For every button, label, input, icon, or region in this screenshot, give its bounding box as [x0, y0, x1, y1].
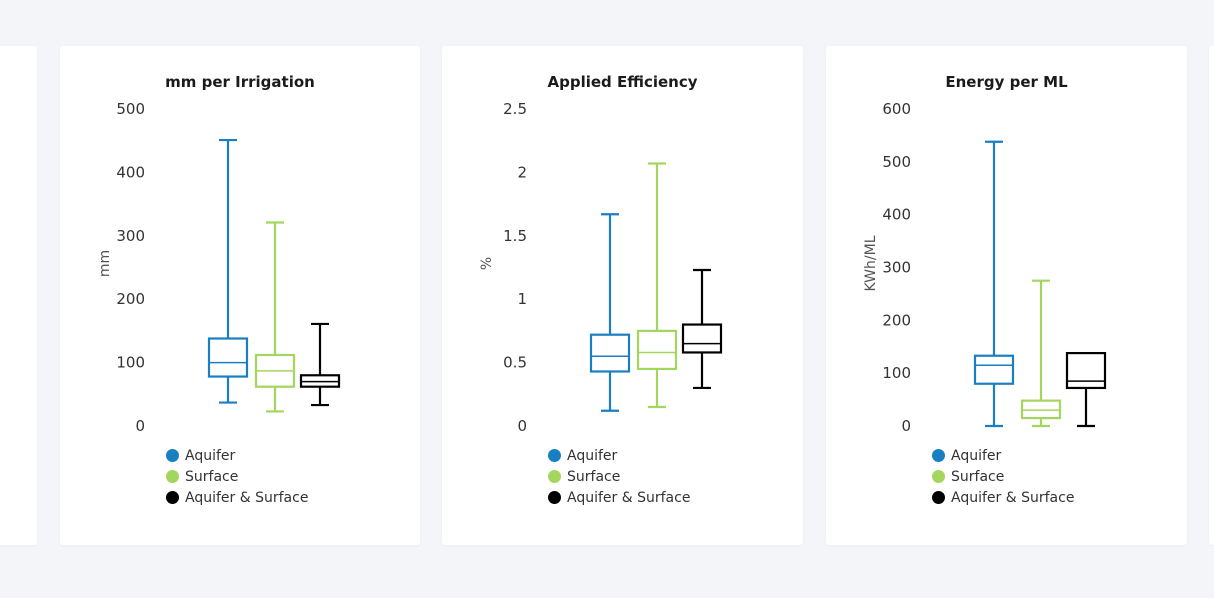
chart-legend: Aquifer Surface Aquifer & Surface: [166, 445, 308, 508]
y-tick-label: 0: [517, 417, 527, 435]
legend-item[interactable]: Surface: [548, 466, 690, 487]
legend-label: Aquifer & Surface: [567, 489, 691, 506]
legend-swatch: [166, 491, 179, 504]
box-plot-surface: [254, 221, 296, 413]
box-plot-aquifer-surface: [299, 322, 341, 407]
interquartile-box: [973, 354, 1015, 385]
box-plot-aquifer-surface: [681, 268, 723, 390]
y-tick-label: 600: [882, 100, 911, 118]
y-tick-label: 0.5: [503, 354, 527, 372]
legend-item[interactable]: Aquifer & Surface: [932, 487, 1074, 508]
y-tick-label: 300: [116, 227, 145, 245]
y-tick-label: 200: [882, 311, 911, 329]
y-tick-label: 200: [116, 290, 145, 308]
legend-swatch: [548, 491, 561, 504]
legend-item[interactable]: Aquifer & Surface: [548, 487, 690, 508]
y-tick-label: 300: [882, 259, 911, 277]
legend-swatch: [932, 470, 945, 483]
chart-applied-efficiency: Applied Efficiency 0 0.5 1 1.5 2 2.5%: [479, 73, 723, 435]
y-tick-label: 400: [882, 206, 911, 224]
box-plot-surface: [1020, 279, 1062, 428]
chart-title: Applied Efficiency: [547, 73, 697, 91]
interquartile-box: [589, 333, 631, 373]
box-plot-aquifer: [207, 138, 249, 404]
interquartile-box: [636, 329, 678, 371]
y-axis-label: KWh/ML: [863, 235, 879, 291]
legend-item[interactable]: Aquifer & Surface: [166, 487, 308, 508]
legend-swatch: [166, 470, 179, 483]
chart-legend: Aquifer Surface Aquifer & Surface: [548, 445, 690, 508]
legend-label: Surface: [567, 468, 621, 485]
y-axis-label: %: [479, 257, 495, 270]
y-tick-label: 1.5: [503, 227, 527, 245]
box-plot-aquifer-surface: [1065, 351, 1107, 428]
legend-label: Aquifer: [567, 447, 618, 464]
interquartile-box: [207, 337, 249, 378]
partial-chart-card-left: [0, 46, 37, 545]
chart-legend: Aquifer Surface Aquifer & Surface: [932, 445, 1074, 508]
legend-label: Aquifer & Surface: [185, 489, 309, 506]
y-tick-label: 100: [116, 354, 145, 372]
partial-chart-card-right: [1209, 46, 1214, 545]
chart-title: mm per Irrigation: [165, 73, 315, 91]
chart-card-energy-per-ml: Energy per ML 0 100 200 300 400 500 600 KWh/ML A…: [826, 46, 1187, 545]
y-tick-label: 0: [901, 417, 911, 435]
legend-label: Aquifer: [951, 447, 1002, 464]
legend-item[interactable]: Surface: [932, 466, 1074, 487]
y-tick-label: 500: [882, 153, 911, 171]
box-plot-surface: [636, 162, 678, 409]
interquartile-box: [1065, 351, 1107, 390]
legend-label: Surface: [951, 468, 1005, 485]
chart-title: Energy per ML: [945, 73, 1068, 91]
chart-card-mm-per-irrigation: mm per Irrigation 0 100 200 300 400 500 mm Aqui…: [60, 46, 420, 545]
interquartile-box: [681, 323, 723, 354]
legend-item[interactable]: Aquifer: [932, 445, 1074, 466]
y-tick-label: 2.5: [503, 100, 527, 118]
y-tick-label: 400: [116, 163, 145, 181]
box-plot-aquifer: [589, 213, 631, 412]
y-tick-label: 0: [135, 417, 145, 435]
chart-card-applied-efficiency: Applied Efficiency 0 0.5 1 1.5 2 2.5% Aquifer S…: [442, 46, 803, 545]
legend-item[interactable]: Aquifer: [166, 445, 308, 466]
y-tick-label: 500: [116, 100, 145, 118]
legend-swatch: [932, 491, 945, 504]
legend-label: Aquifer & Surface: [951, 489, 1075, 506]
y-tick-label: 100: [882, 364, 911, 382]
chart-energy-per-ml: Energy per ML 0 100 200 300 400 500 600 KWh/ML: [863, 73, 1107, 435]
y-tick-label: 1: [517, 290, 527, 308]
y-axis-label: mm: [97, 250, 113, 277]
legend-swatch: [932, 449, 945, 462]
legend-label: Surface: [185, 468, 239, 485]
y-tick-label: 2: [517, 163, 527, 181]
chart-mm-per-irrigation: mm per Irrigation 0 100 200 300 400 500 mm: [97, 73, 341, 435]
legend-label: Aquifer: [185, 447, 236, 464]
legend-swatch: [548, 470, 561, 483]
legend-swatch: [166, 449, 179, 462]
box-plot-aquifer: [973, 140, 1015, 428]
legend-item[interactable]: Aquifer: [548, 445, 690, 466]
legend-item[interactable]: Surface: [166, 466, 308, 487]
interquartile-box: [1020, 399, 1062, 420]
legend-swatch: [548, 449, 561, 462]
